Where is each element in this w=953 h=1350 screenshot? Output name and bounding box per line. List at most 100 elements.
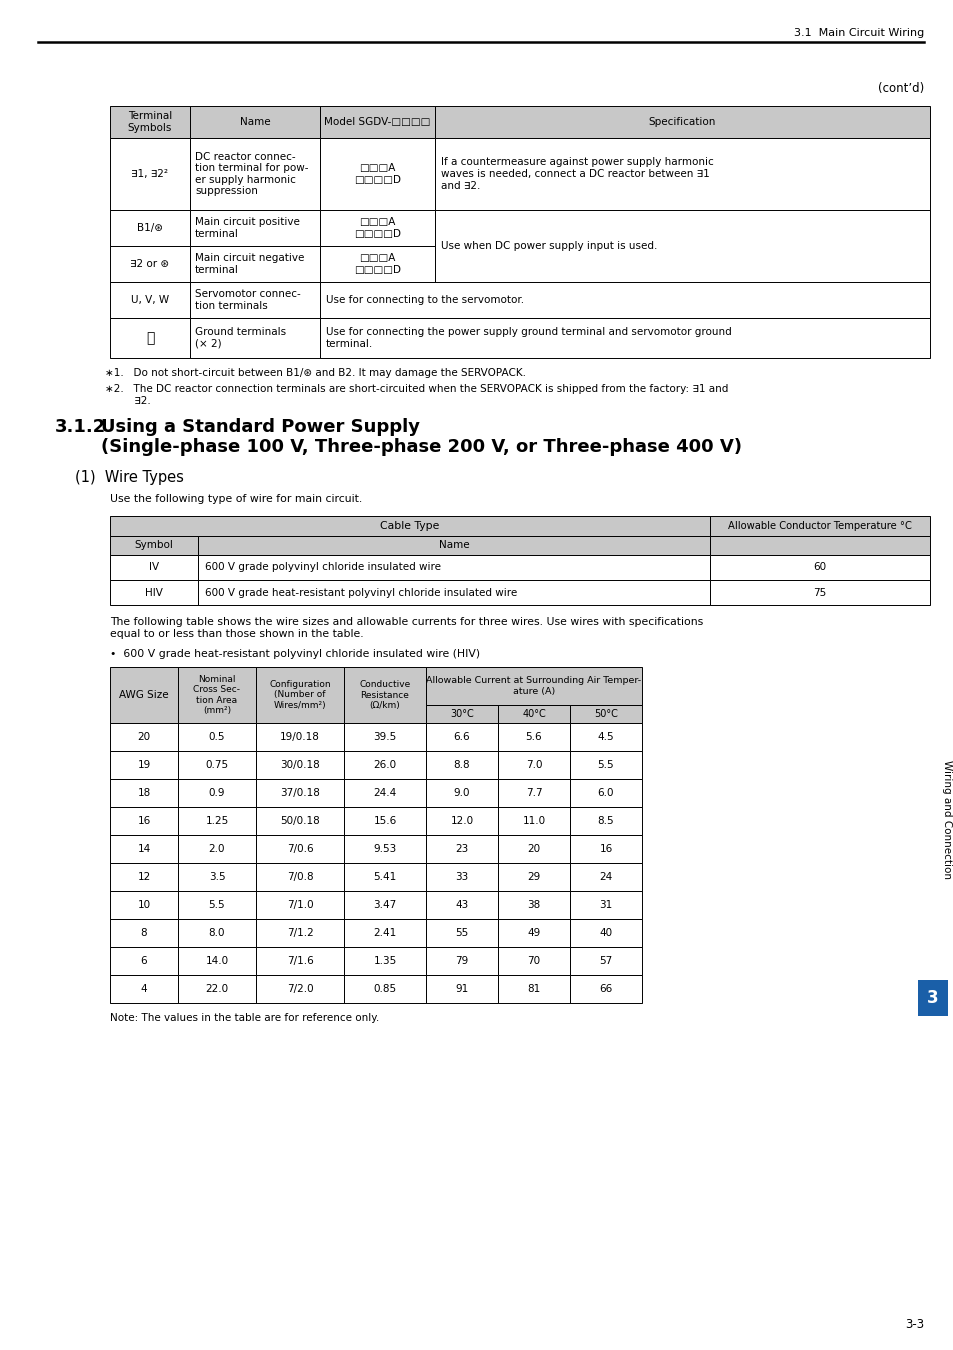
Bar <box>319 282 929 319</box>
Bar <box>190 246 319 282</box>
Text: Allowable Conductor Temperature °C: Allowable Conductor Temperature °C <box>727 521 911 531</box>
Text: 22.0: 22.0 <box>205 984 229 994</box>
Text: 12.0: 12.0 <box>450 815 473 826</box>
Bar <box>435 138 929 211</box>
Bar <box>497 836 569 863</box>
Text: 0.9: 0.9 <box>209 788 225 798</box>
Bar <box>198 555 709 580</box>
Bar <box>426 919 497 946</box>
Text: 4.5: 4.5 <box>598 732 614 742</box>
Text: 8.8: 8.8 <box>454 760 470 770</box>
Bar <box>435 211 929 282</box>
Text: 70: 70 <box>527 956 540 967</box>
Text: 18: 18 <box>137 788 151 798</box>
Text: B1/⊛: B1/⊛ <box>137 223 163 234</box>
Bar <box>344 779 426 807</box>
Bar <box>178 863 255 891</box>
Text: Main circuit negative
terminal: Main circuit negative terminal <box>194 254 304 275</box>
Text: ∃2 or ⊛: ∃2 or ⊛ <box>131 259 170 269</box>
Text: Terminal
Symbols: Terminal Symbols <box>128 111 172 132</box>
Text: 7/2.0: 7/2.0 <box>287 984 313 994</box>
Text: 75: 75 <box>813 587 825 598</box>
Text: 29: 29 <box>527 872 540 882</box>
Text: □□□A
□□□□D: □□□A □□□□D <box>354 217 400 239</box>
Text: 66: 66 <box>598 984 612 994</box>
Text: (1)  Wire Types: (1) Wire Types <box>75 470 184 485</box>
Text: 50/0.18: 50/0.18 <box>280 815 319 826</box>
Bar <box>426 975 497 1003</box>
Text: 30/0.18: 30/0.18 <box>280 760 319 770</box>
Text: Wiring and Connection: Wiring and Connection <box>941 760 951 879</box>
Text: □□□A
□□□□D: □□□A □□□□D <box>354 163 400 185</box>
Bar <box>569 779 641 807</box>
Text: 7/0.6: 7/0.6 <box>287 844 313 855</box>
Bar <box>497 946 569 975</box>
Bar <box>110 580 198 605</box>
Text: 23: 23 <box>455 844 468 855</box>
Bar <box>569 751 641 779</box>
Text: 7.0: 7.0 <box>525 760 541 770</box>
Text: IV: IV <box>149 563 159 572</box>
Bar <box>110 836 178 863</box>
Text: Use when DC power supply input is used.: Use when DC power supply input is used. <box>440 242 657 251</box>
Text: 3: 3 <box>926 990 938 1007</box>
Text: 3.1.2: 3.1.2 <box>55 418 106 436</box>
Text: HIV: HIV <box>145 587 163 598</box>
Text: Model SGDV-□□□□: Model SGDV-□□□□ <box>324 117 430 127</box>
Text: ∗1.   Do not short-circuit between B1/⊛ and B2. It may damage the SERVOPACK.: ∗1. Do not short-circuit between B1/⊛ an… <box>105 369 525 378</box>
Text: 9.53: 9.53 <box>373 844 396 855</box>
Text: 5.5: 5.5 <box>598 760 614 770</box>
Bar <box>344 946 426 975</box>
Bar <box>569 863 641 891</box>
Text: 0.85: 0.85 <box>373 984 396 994</box>
Text: 16: 16 <box>598 844 612 855</box>
Text: AWG Size: AWG Size <box>119 690 169 701</box>
Bar <box>190 319 319 358</box>
Bar <box>497 751 569 779</box>
Text: 57: 57 <box>598 956 612 967</box>
Bar <box>569 807 641 836</box>
Text: 5.41: 5.41 <box>373 872 396 882</box>
Bar <box>319 107 435 138</box>
Bar <box>426 751 497 779</box>
Text: 19: 19 <box>137 760 151 770</box>
Bar <box>709 516 929 536</box>
Bar <box>426 891 497 919</box>
Bar <box>255 975 344 1003</box>
Text: Note: The values in the table are for reference only.: Note: The values in the table are for re… <box>110 1012 379 1023</box>
Bar <box>178 919 255 946</box>
Text: 10: 10 <box>137 900 151 910</box>
Bar <box>709 536 929 555</box>
Bar <box>178 724 255 751</box>
Bar <box>178 807 255 836</box>
Bar <box>569 724 641 751</box>
Bar <box>569 891 641 919</box>
Text: 20: 20 <box>527 844 540 855</box>
Text: 0.5: 0.5 <box>209 732 225 742</box>
Text: 31: 31 <box>598 900 612 910</box>
Bar <box>319 211 435 246</box>
Text: 60: 60 <box>813 563 825 572</box>
Bar <box>426 705 497 724</box>
Text: 11.0: 11.0 <box>522 815 545 826</box>
Text: 2.0: 2.0 <box>209 844 225 855</box>
Text: 49: 49 <box>527 927 540 938</box>
Text: 3.5: 3.5 <box>209 872 225 882</box>
Text: 24.4: 24.4 <box>373 788 396 798</box>
Bar <box>178 891 255 919</box>
Bar <box>569 946 641 975</box>
Text: •  600 V grade heat-resistant polyvinyl chloride insulated wire (HIV): • 600 V grade heat-resistant polyvinyl c… <box>110 649 479 659</box>
Bar <box>110 751 178 779</box>
Bar <box>178 975 255 1003</box>
Bar <box>178 836 255 863</box>
Text: 8.0: 8.0 <box>209 927 225 938</box>
Bar <box>190 211 319 246</box>
Text: 1.35: 1.35 <box>373 956 396 967</box>
Bar <box>190 138 319 211</box>
Bar <box>178 751 255 779</box>
Bar <box>110 282 190 319</box>
Text: 38: 38 <box>527 900 540 910</box>
Bar <box>110 667 178 724</box>
Text: 2.41: 2.41 <box>373 927 396 938</box>
Bar <box>110 536 198 555</box>
